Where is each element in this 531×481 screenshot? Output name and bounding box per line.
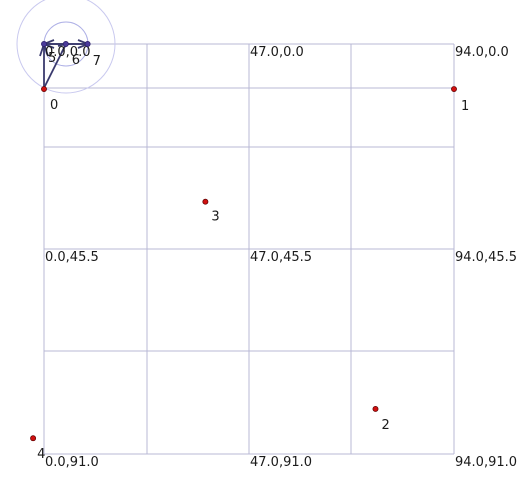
grid (43, 43, 455, 455)
point-5-label: 5 (48, 51, 56, 66)
grid-coordinate-label: 0.0,0.0 (45, 45, 90, 60)
grid-coordinate-label: 47.0,0.0 (250, 45, 304, 60)
grid-coordinate-label: 94.0,91.0 (455, 455, 517, 470)
point-3-marker[interactable] (202, 198, 209, 205)
point-3-label: 3 (211, 210, 219, 225)
point-4-marker[interactable] (30, 435, 37, 442)
point-1-label: 1 (461, 99, 469, 114)
grid-coordinate-label: 47.0,45.5 (250, 250, 312, 265)
point-4-label: 4 (37, 447, 45, 462)
point-7-marker[interactable] (84, 41, 91, 47)
point-2-marker[interactable] (372, 405, 379, 412)
point-0-label: 0 (50, 98, 58, 113)
grid-coordinate-label: 0.0,45.5 (45, 250, 99, 265)
outer-circle (16, 0, 116, 94)
point-7-label: 7 (93, 54, 101, 69)
point-5-marker[interactable] (41, 41, 47, 47)
grid-coordinate-label: 47.0,91.0 (250, 455, 312, 470)
grid-coordinate-label: 94.0,0.0 (455, 45, 509, 60)
point-0-marker[interactable] (41, 86, 47, 93)
grid-coordinate-label: 0.0,91.0 (45, 455, 99, 470)
point-6-label: 6 (72, 53, 80, 68)
grid-coordinate-labels: 0.0,0.0 47.0,0.0 94.0,0.0 0.0,45.5 47.0,45.5… (45, 45, 517, 470)
grid-coordinate-label: 94.0,45.5 (455, 250, 517, 265)
points[interactable]: 0 1 2 3 4 5 6 7 (30, 41, 469, 462)
point-1-marker[interactable] (451, 86, 457, 93)
point-2-label: 2 (381, 418, 389, 433)
point-6-marker[interactable] (62, 41, 69, 47)
